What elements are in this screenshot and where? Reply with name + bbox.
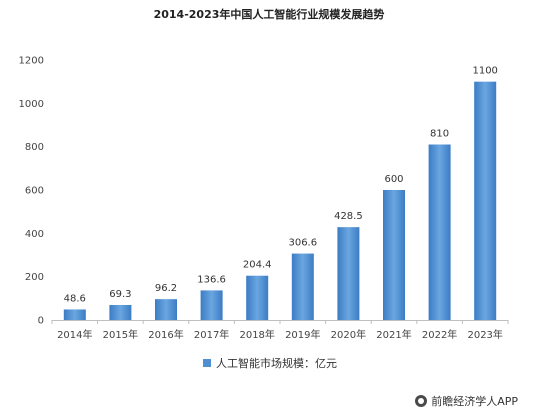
x-tick-label: 2015年: [103, 328, 138, 341]
bar: [383, 190, 405, 320]
y-axis: 0 200 400 600 800 1000 1200: [19, 56, 44, 327]
footer-brand: 前瞻经济学人APP: [415, 393, 518, 409]
legend: 人工智能市场规模：亿元: [203, 355, 337, 371]
data-label: 136.6: [197, 274, 226, 285]
y-tick-label: 200: [25, 272, 44, 283]
bar: [428, 144, 451, 320]
x-tick-label: 2020年: [331, 328, 366, 341]
x-tick-label: 2022年: [422, 328, 457, 341]
x-tick-label: 2016年: [148, 328, 183, 341]
data-labels-group: 48.6 69.3 96.2 136.6 204.4 306.6 428.5 600 810 11…: [64, 66, 498, 305]
x-axis: 2014年 2015年 2016年 2017年 2018年 2019年 2020年 2021年…: [51, 320, 509, 341]
y-tick-label: 0: [38, 316, 44, 327]
data-label: 69.3: [109, 289, 131, 300]
data-label: 48.6: [64, 293, 86, 304]
bar: [109, 304, 132, 320]
bars-group: [63, 81, 497, 321]
legend-label: 人工智能市场规模：亿元: [216, 357, 337, 370]
bar: [200, 290, 223, 320]
y-tick-label: 1000: [19, 99, 44, 110]
y-tick-label: 800: [25, 142, 44, 153]
data-label: 204.4: [243, 260, 272, 271]
footer-text: 前瞻经济学人APP: [431, 395, 518, 408]
data-label: 306.6: [288, 238, 317, 249]
x-tick-label: 2019年: [285, 328, 320, 341]
bar: [63, 309, 86, 320]
y-tick-label: 1200: [19, 56, 44, 67]
x-tick-label: 2018年: [239, 328, 274, 341]
y-tick-label: 600: [25, 186, 44, 197]
x-tick-label: 2021年: [376, 328, 411, 341]
y-tick-label: 400: [25, 229, 44, 240]
bar: [337, 227, 360, 320]
data-label: 1100: [472, 66, 497, 77]
x-tick-label: 2017年: [194, 328, 229, 341]
logo-icon: [415, 395, 428, 407]
legend-swatch: [203, 359, 211, 367]
data-label: 600: [384, 174, 403, 185]
data-label: 428.5: [334, 211, 363, 222]
x-tick-label: 2023年: [467, 328, 502, 341]
bar: [474, 81, 497, 321]
x-tick-label: 2014年: [57, 328, 92, 341]
bar: [155, 299, 177, 320]
bar: [246, 275, 269, 320]
data-label: 810: [430, 129, 449, 140]
data-label: 96.2: [155, 283, 177, 294]
chart-title: 2014-2023年中国人工智能行业规模发展趋势: [153, 8, 385, 21]
bar: [291, 253, 314, 320]
